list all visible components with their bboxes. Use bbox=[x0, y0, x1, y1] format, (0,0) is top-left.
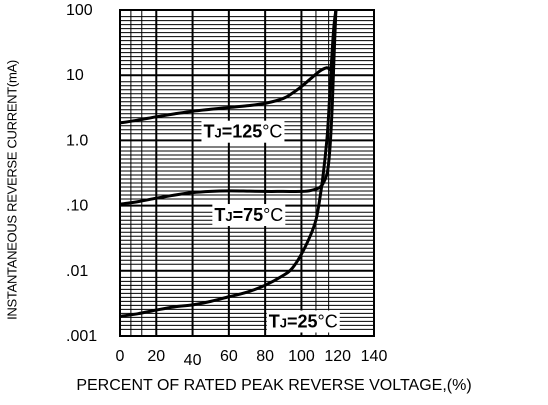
x-tick-labels: 0 20 40 60 80 100 120 140 bbox=[116, 348, 388, 369]
series-curves bbox=[119, 9, 338, 318]
series-label-background bbox=[201, 120, 285, 143]
plot-frame bbox=[119, 9, 375, 337]
x-tick-label: 0 bbox=[116, 348, 125, 365]
x-tick-label: 60 bbox=[220, 348, 238, 365]
series-label-1: TJ=75°C bbox=[214, 205, 283, 225]
grid-lines bbox=[120, 10, 374, 336]
series-line-1 bbox=[119, 9, 338, 206]
y-tick-label: .001 bbox=[66, 328, 97, 345]
x-tick-label: 140 bbox=[361, 348, 388, 365]
y-tick-label: .10 bbox=[66, 198, 88, 215]
x-tick-label: 20 bbox=[147, 348, 165, 365]
y-tick-label: 1.0 bbox=[66, 132, 88, 149]
x-tick-label: 80 bbox=[256, 348, 274, 365]
y-tick-label: 10 bbox=[66, 67, 84, 84]
y-tick-labels: 100 10 1.0 .10 .01 .001 bbox=[66, 2, 97, 345]
y-tick-label: 100 bbox=[66, 2, 93, 19]
x-tick-label: 120 bbox=[324, 348, 351, 365]
y-axis-title-container: INSTANTANEOUS REVERSE CURRENT(mA) bbox=[0, 0, 30, 405]
y-axis-title: INSTANTANEOUS REVERSE CURRENT(mA) bbox=[4, 60, 20, 320]
series-labels: TJ=125°C TJ=75°C TJ=25°C bbox=[201, 120, 340, 333]
series-label-2: TJ=25°C bbox=[269, 312, 338, 332]
x-tick-label: 100 bbox=[288, 348, 315, 365]
x-tick-label: 40 bbox=[184, 352, 202, 369]
y-tick-label: .01 bbox=[66, 263, 88, 280]
series-line-2 bbox=[119, 9, 338, 318]
series-label-0: TJ=125°C bbox=[203, 122, 282, 142]
series-label-background bbox=[212, 204, 286, 227]
x-axis-title: PERCENT OF RATED PEAK REVERSE VOLTAGE,(%… bbox=[76, 377, 472, 394]
series-label-background bbox=[266, 310, 340, 333]
